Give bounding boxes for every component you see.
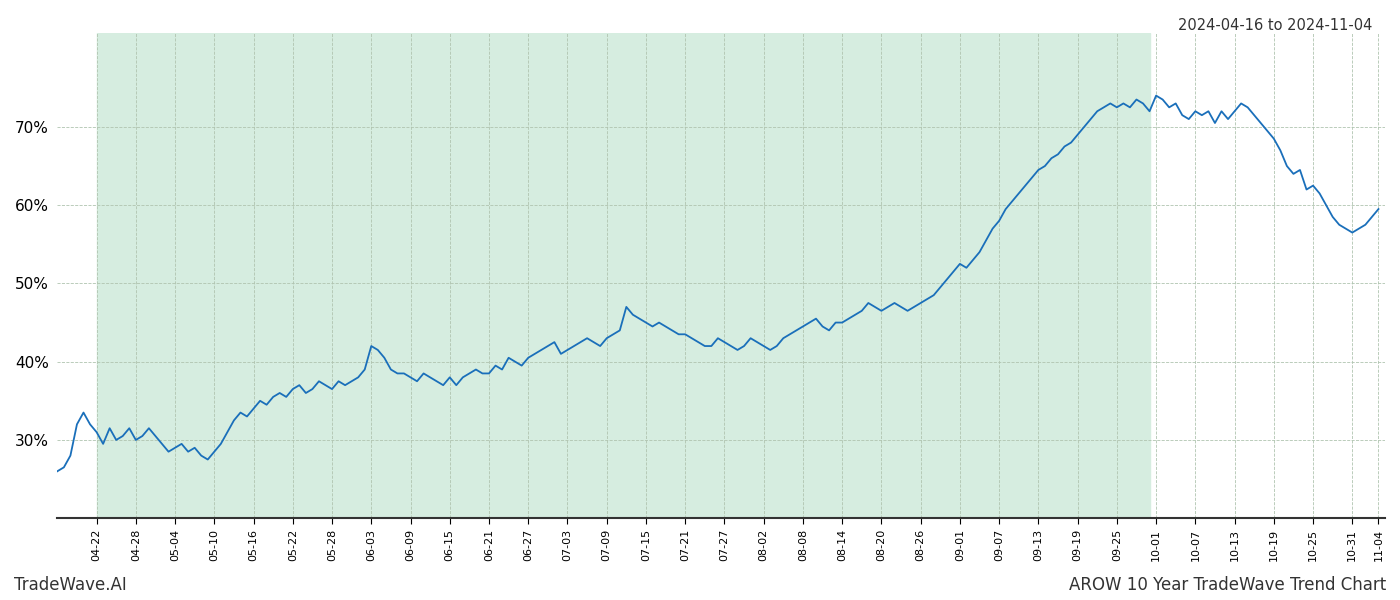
Text: TradeWave.AI: TradeWave.AI — [14, 576, 127, 594]
Text: 2024-04-16 to 2024-11-04: 2024-04-16 to 2024-11-04 — [1177, 18, 1372, 33]
Bar — [97, 33, 1149, 518]
Text: AROW 10 Year TradeWave Trend Chart: AROW 10 Year TradeWave Trend Chart — [1068, 576, 1386, 594]
